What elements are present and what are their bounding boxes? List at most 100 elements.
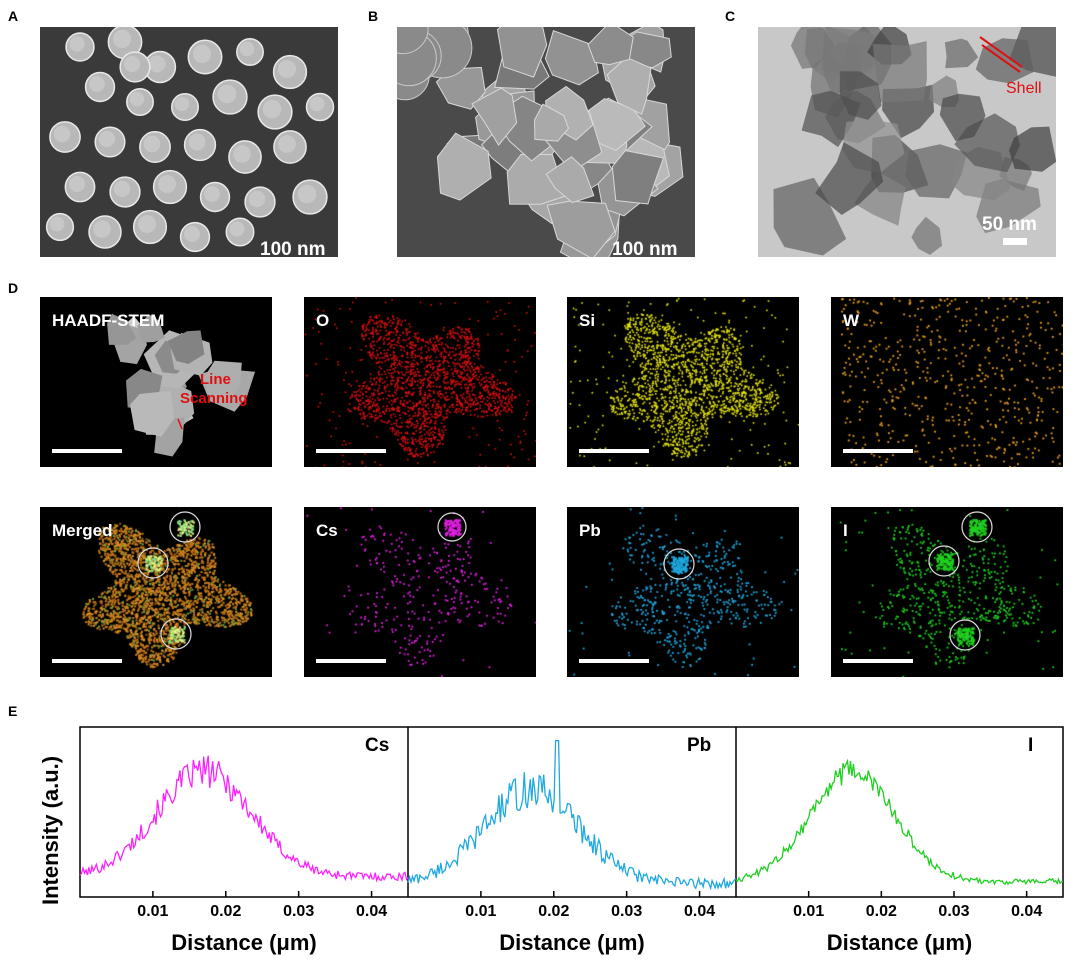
map-scale-bar-pb xyxy=(579,659,649,663)
line-scan-marker xyxy=(177,418,183,430)
flake xyxy=(436,132,492,201)
map-title-pb: Pb xyxy=(579,521,601,540)
particle-highlight xyxy=(184,226,200,242)
particle-highlight xyxy=(148,55,166,73)
particle-highlight xyxy=(239,41,255,57)
flake xyxy=(544,30,599,86)
particle-highlight xyxy=(204,186,220,202)
eds-map-cs: Cs xyxy=(304,507,536,677)
eds-map-o: O xyxy=(304,297,536,467)
y-axis-title: Intensity (a.u.) xyxy=(38,755,63,905)
particle-highlight xyxy=(69,36,85,52)
panel-label-e: E xyxy=(8,703,18,719)
line-scanning-label: Line Scanning xyxy=(180,370,248,408)
x-tick-label: 0.01 xyxy=(793,903,825,920)
map-scale-bar-o xyxy=(316,449,386,453)
flake xyxy=(435,66,486,110)
particle-highlight xyxy=(138,215,156,233)
map-title-cs: Cs xyxy=(316,521,338,540)
particle-highlight xyxy=(188,133,206,151)
x-axis-title: Distance (μm) xyxy=(826,930,973,955)
particle-highlight xyxy=(174,96,190,112)
haadf-image xyxy=(107,313,256,457)
scale-label-a: 100 nm xyxy=(260,239,326,257)
eds-map-w: W xyxy=(831,297,1063,467)
haadf-particle xyxy=(137,314,165,343)
particle-highlight xyxy=(112,29,132,49)
scale-label-b: 100 nm xyxy=(612,239,678,257)
particle-highlight xyxy=(217,84,237,104)
tem-particle xyxy=(872,41,927,103)
map-scale-bar-i xyxy=(843,659,913,663)
pb-element-map xyxy=(567,507,799,677)
particle-highlight xyxy=(93,220,111,238)
x-tick-label: 0.04 xyxy=(683,903,716,920)
panel-label-a: A xyxy=(8,8,19,24)
haadf-particle xyxy=(107,313,137,345)
x-tick-label: 0.02 xyxy=(210,903,242,920)
si-element-map xyxy=(567,297,799,467)
sem-flakes-b xyxy=(397,27,684,257)
x-tick-label: 0.01 xyxy=(465,903,497,920)
flake xyxy=(587,27,634,66)
x-tick-label: 0.04 xyxy=(355,903,388,920)
tem-particle xyxy=(815,142,884,215)
x-tick-label: 0.04 xyxy=(1011,903,1043,920)
scale-bar-c xyxy=(1003,238,1027,245)
map-scale-bar-haadf xyxy=(52,449,122,453)
x-tick-label: 0.03 xyxy=(611,903,643,920)
tem-particle xyxy=(1009,126,1056,172)
profile-name-cs: Cs xyxy=(365,735,390,756)
particle-highlight xyxy=(89,76,105,92)
particle-highlight xyxy=(248,190,266,208)
flake xyxy=(606,56,652,115)
tem-particles-c xyxy=(773,27,1056,256)
merged-map xyxy=(40,507,272,677)
particle-highlight xyxy=(68,175,86,193)
particle-highlight xyxy=(309,96,325,112)
particle-highlight xyxy=(98,130,116,148)
x-tick-label: 0.02 xyxy=(865,903,897,920)
eds-map-pb: Pb xyxy=(567,507,799,677)
haadf-particle xyxy=(203,360,242,402)
merged-highlight-circles xyxy=(137,511,201,650)
cs-highlight-circle xyxy=(437,512,467,542)
particle-highlight xyxy=(277,59,297,79)
particle-highlight xyxy=(49,216,65,232)
particle-highlight xyxy=(262,99,282,119)
flake xyxy=(471,87,518,146)
sem-image-a: 100 nm xyxy=(40,27,338,257)
flake xyxy=(546,200,616,257)
map-title-w: W xyxy=(843,311,860,330)
eds-map-si: Si xyxy=(567,297,799,467)
x-tick-label: 0.03 xyxy=(283,903,315,920)
panel-label-b: B xyxy=(368,8,379,24)
map-title-haadf: HAADF-STEM xyxy=(52,311,165,330)
x-tick-label: 0.02 xyxy=(538,903,570,920)
particle-highlight xyxy=(229,221,245,237)
shell-annotation: Shell xyxy=(1006,80,1042,97)
pb-highlight-circle xyxy=(663,548,695,580)
w-element-map xyxy=(831,297,1063,467)
i-element-map xyxy=(831,507,1063,677)
x-axis-title: Distance (μm) xyxy=(499,930,645,955)
cs-element-map xyxy=(304,507,536,677)
profile-name-pb: Pb xyxy=(687,735,712,756)
particle-highlight xyxy=(278,135,296,153)
map-scale-bar-cs xyxy=(316,659,386,663)
i-highlight-circles xyxy=(928,511,993,651)
flake xyxy=(611,150,665,205)
map-title-o: O xyxy=(316,311,330,330)
flake xyxy=(533,103,570,142)
tem-image-c: Shell 50 nm xyxy=(758,27,1056,257)
tem-particle xyxy=(944,38,979,69)
particle-highlight xyxy=(129,91,145,107)
haadf-particle xyxy=(167,330,205,364)
map-title-merged: Merged xyxy=(52,521,113,540)
particle-highlight xyxy=(233,145,251,163)
scale-label-c: 50 nm xyxy=(982,214,1037,235)
tem-particle xyxy=(911,216,943,255)
panel-label-c: C xyxy=(725,8,736,24)
profile-line-cs xyxy=(79,755,409,883)
haadf-particle xyxy=(130,390,175,437)
